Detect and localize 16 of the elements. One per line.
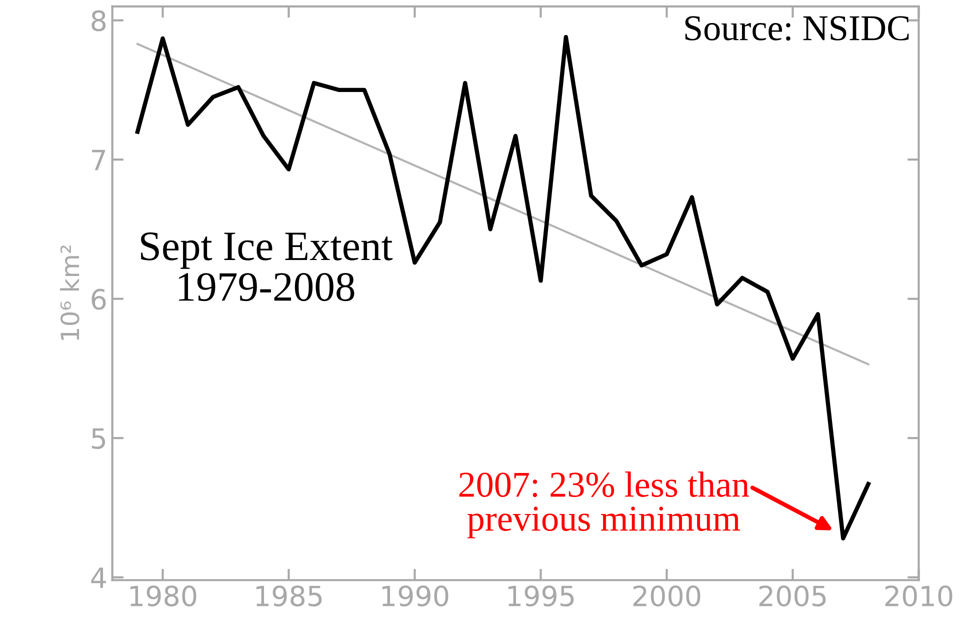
x-tick-label: 1980 <box>130 585 196 606</box>
y-tick-label: 5 <box>92 428 106 450</box>
x-tick-label: 2010 <box>885 585 952 606</box>
y-axis-title: 10⁶ km² <box>60 246 80 340</box>
annotation: 2007: 23% less than previous minimum <box>459 472 750 538</box>
annotation: Source: NSIDC <box>685 16 909 41</box>
y-tick-label: 8 <box>92 10 106 32</box>
x-tick-label: 2005 <box>759 585 826 606</box>
x-tick-label: 2000 <box>633 585 700 606</box>
y-tick-label: 6 <box>92 288 106 310</box>
x-tick-label: 1995 <box>508 585 574 606</box>
x-tick-label: 1985 <box>256 585 322 606</box>
y-tick-label: 7 <box>92 150 106 170</box>
x-tick-label: 1990 <box>382 585 448 606</box>
y-tick-label: 4 <box>91 568 106 588</box>
text: Sept Ice Extent 1979-2008 <box>141 232 393 302</box>
